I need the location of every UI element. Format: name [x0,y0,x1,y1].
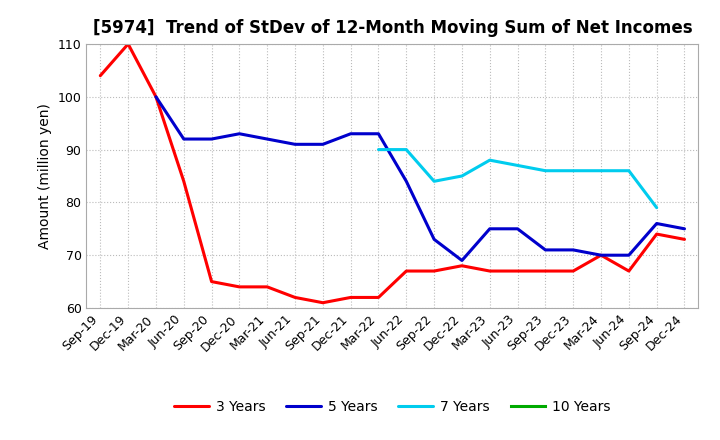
3 Years [291,295,300,300]
3 Years [680,237,689,242]
3 Years [235,284,243,290]
5 Years [569,247,577,253]
3 Years [513,268,522,274]
5 Years [597,253,606,258]
5 Years [652,221,661,226]
5 Years [346,131,355,136]
3 Years [263,284,271,290]
5 Years [458,258,467,263]
7 Years [624,168,633,173]
5 Years [680,226,689,231]
7 Years [513,163,522,168]
5 Years [263,136,271,142]
5 Years [513,226,522,231]
3 Years [374,295,383,300]
Line: 3 Years: 3 Years [100,44,685,303]
5 Years [179,136,188,142]
Y-axis label: Amount (million yen): Amount (million yen) [38,103,52,249]
5 Years [152,94,161,99]
3 Years [597,253,606,258]
7 Years [485,158,494,163]
Line: 5 Years: 5 Years [156,97,685,260]
5 Years [430,237,438,242]
3 Years [96,73,104,78]
5 Years [207,136,216,142]
7 Years [402,147,410,152]
3 Years [569,268,577,274]
5 Years [485,226,494,231]
3 Years [458,263,467,268]
7 Years [430,179,438,184]
7 Years [597,168,606,173]
3 Years [346,295,355,300]
5 Years [374,131,383,136]
3 Years [402,268,410,274]
3 Years [652,231,661,237]
5 Years [624,253,633,258]
Line: 7 Years: 7 Years [379,150,657,208]
3 Years [430,268,438,274]
3 Years [207,279,216,284]
Legend: 3 Years, 5 Years, 7 Years, 10 Years: 3 Years, 5 Years, 7 Years, 10 Years [168,395,616,420]
5 Years [402,179,410,184]
7 Years [541,168,550,173]
7 Years [374,147,383,152]
3 Years [124,41,132,47]
7 Years [458,173,467,179]
3 Years [179,179,188,184]
5 Years [541,247,550,253]
3 Years [318,300,327,305]
7 Years [569,168,577,173]
5 Years [235,131,243,136]
3 Years [485,268,494,274]
3 Years [541,268,550,274]
3 Years [624,268,633,274]
3 Years [152,94,161,99]
7 Years [652,205,661,210]
5 Years [318,142,327,147]
5 Years [291,142,300,147]
Title: [5974]  Trend of StDev of 12-Month Moving Sum of Net Incomes: [5974] Trend of StDev of 12-Month Moving… [93,19,692,37]
